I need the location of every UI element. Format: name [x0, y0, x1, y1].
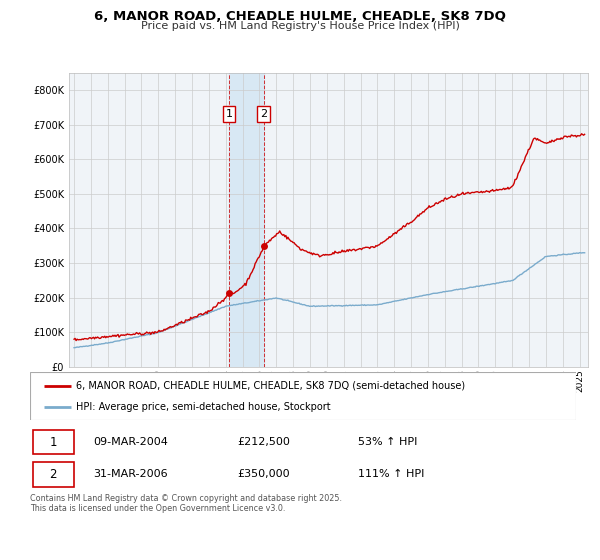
Text: Price paid vs. HM Land Registry's House Price Index (HPI): Price paid vs. HM Land Registry's House … — [140, 21, 460, 31]
Text: 6, MANOR ROAD, CHEADLE HULME, CHEADLE, SK8 7DQ (semi-detached house): 6, MANOR ROAD, CHEADLE HULME, CHEADLE, S… — [76, 381, 466, 391]
Text: 2: 2 — [260, 109, 267, 119]
Text: £212,500: £212,500 — [238, 437, 290, 447]
Text: 53% ↑ HPI: 53% ↑ HPI — [358, 437, 417, 447]
Text: 2: 2 — [49, 468, 57, 481]
Text: 1: 1 — [226, 109, 232, 119]
Text: 31-MAR-2006: 31-MAR-2006 — [93, 469, 167, 479]
Text: Contains HM Land Registry data © Crown copyright and database right 2025.
This d: Contains HM Land Registry data © Crown c… — [30, 494, 342, 514]
Text: 1: 1 — [49, 436, 57, 449]
Text: 111% ↑ HPI: 111% ↑ HPI — [358, 469, 424, 479]
Bar — [229, 73, 263, 367]
FancyBboxPatch shape — [33, 462, 74, 487]
Text: HPI: Average price, semi-detached house, Stockport: HPI: Average price, semi-detached house,… — [76, 402, 331, 412]
Text: 09-MAR-2004: 09-MAR-2004 — [93, 437, 167, 447]
Text: 6, MANOR ROAD, CHEADLE HULME, CHEADLE, SK8 7DQ: 6, MANOR ROAD, CHEADLE HULME, CHEADLE, S… — [94, 10, 506, 23]
Text: £350,000: £350,000 — [238, 469, 290, 479]
FancyBboxPatch shape — [33, 430, 74, 454]
